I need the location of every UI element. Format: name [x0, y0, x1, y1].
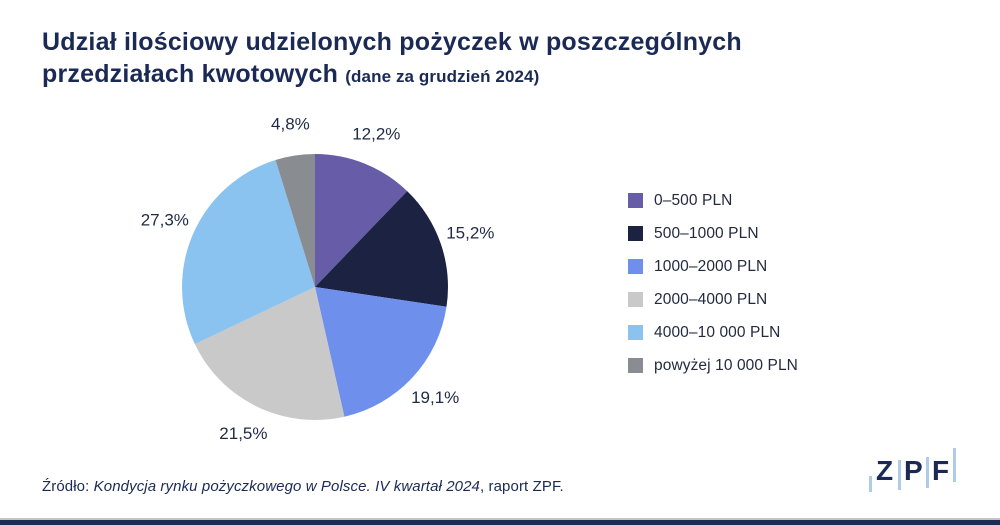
logo-letter-z: Z	[876, 455, 893, 486]
pie-slice-label: 19,1%	[411, 388, 459, 407]
pie-slice	[315, 191, 448, 307]
chart-title: Udział ilościowy udzielonych pożyczek w …	[42, 26, 922, 93]
source-prefix: Źródło:	[42, 478, 94, 495]
pie-slice	[315, 287, 447, 417]
pie-chart: 12,2% 15,2% 19,1% 21,5% 27,3% 4,8%	[141, 114, 495, 443]
source-note: Źródło: Kondycja rynku pożyczkowego w Po…	[42, 478, 564, 495]
source-suffix: , raport ZPF.	[479, 478, 564, 495]
logo-letter-f: F	[932, 455, 949, 486]
legend-label: 4000–10 000 PLN	[654, 323, 781, 341]
logo-bar	[926, 457, 929, 488]
legend-label: powyżej 10 000 PLN	[654, 356, 798, 374]
legend-item: 2000–4000 PLN	[628, 290, 798, 308]
legend-swatch	[628, 259, 643, 274]
legend-swatch	[628, 358, 643, 373]
title-line-2: przedziałach kwotowych (dane za grudzień…	[42, 60, 540, 88]
pie-slice	[315, 154, 408, 287]
logo-bar	[869, 476, 872, 492]
pie-slice	[275, 154, 315, 287]
logo-bar	[898, 460, 901, 490]
legend-swatch	[628, 292, 643, 307]
logo-bar	[953, 448, 956, 482]
legend-item: 500–1000 PLN	[628, 224, 798, 242]
pie-slice-label: 12,2%	[352, 124, 400, 143]
pie-slice-label: 15,2%	[446, 224, 494, 243]
source-title: Kondycja rynku pożyczkowego w Polsce. IV…	[93, 478, 480, 495]
legend-swatch	[628, 226, 643, 241]
pie-slice	[194, 287, 345, 420]
pie-slice-label: 27,3%	[141, 211, 189, 230]
legend-item: 4000–10 000 PLN	[628, 323, 798, 341]
zpf-logo: Z P F	[869, 448, 956, 492]
legend-item: 0–500 PLN	[628, 191, 798, 209]
legend-label: 0–500 PLN	[654, 191, 733, 209]
legend: 0–500 PLN 500–1000 PLN 1000–2000 PLN 2000–4…	[628, 191, 798, 391]
title-line-1: Udział ilościowy udzielonych pożyczek w …	[42, 28, 742, 56]
title-subtitle: (dane za grudzień 2024)	[345, 67, 540, 86]
pie-slice-label: 4,8%	[271, 114, 310, 133]
legend-label: 500–1000 PLN	[654, 224, 759, 242]
bottom-divider	[0, 518, 1000, 520]
pie-slice	[182, 160, 315, 345]
legend-label: 1000–2000 PLN	[654, 257, 768, 275]
legend-item: powyżej 10 000 PLN	[628, 356, 798, 374]
pie-slice-label: 21,5%	[219, 424, 267, 443]
legend-item: 1000–2000 PLN	[628, 257, 798, 275]
legend-swatch	[628, 325, 643, 340]
logo-letter-p: P	[904, 455, 923, 486]
legend-swatch	[628, 193, 643, 208]
bottom-accent-bar	[0, 520, 1000, 525]
legend-label: 2000–4000 PLN	[654, 290, 768, 308]
